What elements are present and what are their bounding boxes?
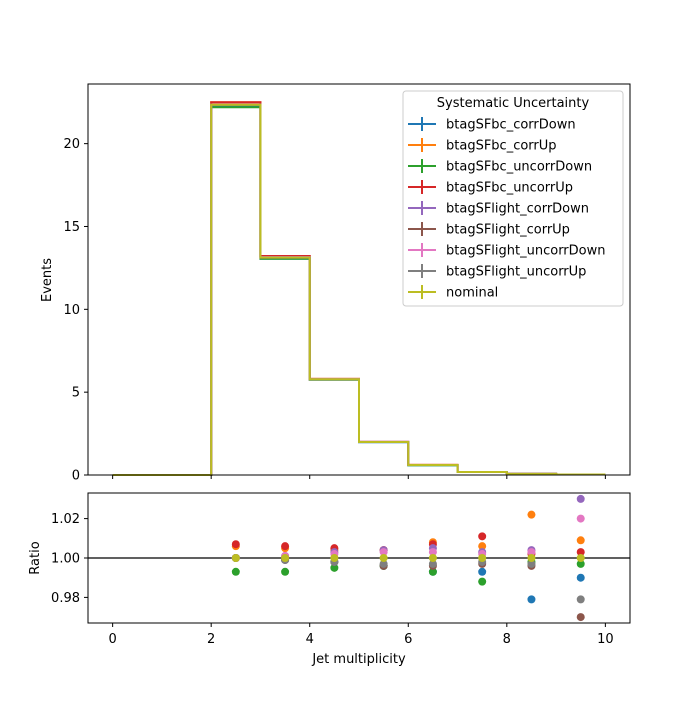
ratio-point-btagSFbc_uncorrDown [330, 563, 339, 572]
ratio-point-btagSFbc_uncorrUp [231, 540, 240, 549]
ratio-point-btagSFlight_uncorrUp [527, 559, 536, 568]
legend-label: btagSFbc_corrUp [446, 139, 557, 154]
ratio-point-btagSFbc_corrUp [478, 542, 487, 551]
bottom-x-tick-label: 8 [503, 632, 511, 647]
top-y-tick-label: 20 [63, 137, 80, 152]
bottom-x-tick-label: 0 [108, 632, 116, 647]
bottom-x-tick-label: 2 [207, 632, 215, 647]
ratio-point-nominal [478, 554, 487, 562]
top-y-tick-label: 0 [72, 469, 80, 484]
bottom-y-tick-label: 1.02 [51, 512, 80, 527]
legend-item-btagSFlight_corrDown: btagSFlight_corrDown [408, 201, 589, 217]
ratio-point-btagSFbc_uncorrUp [478, 532, 487, 541]
legend-label: btagSFbc_corrDown [446, 118, 576, 133]
top-y-tick-label: 10 [63, 303, 80, 318]
ratio-point-btagSFlight_uncorrUp [379, 559, 388, 568]
ratio-point-btagSFlight_corrUp [576, 613, 585, 622]
ratio-point-nominal [330, 554, 339, 562]
bottom-panel: 0.98 1.00 1.02 0 2 4 6 8 10 Ratio Jet multiplic… [28, 492, 631, 667]
ratio-point-btagSFbc_corrUp [527, 510, 536, 519]
ratio-point-btagSFlight_uncorrDown [576, 514, 585, 523]
bottom-x-tick-label: 10 [597, 632, 614, 647]
legend-box [402, 90, 624, 307]
legend-label: btagSFbc_uncorrDown [446, 160, 592, 175]
ratio-point-btagSFbc_uncorrDown [576, 559, 585, 568]
ratio-point-nominal [379, 554, 388, 562]
step-line-nominal [112, 103, 606, 476]
legend-item-nominal: nominal [408, 285, 498, 301]
ratio-point-btagSFlight_uncorrDown [379, 548, 388, 557]
legend-item-btagSFlight_corrUp: btagSFlight_corrUp [408, 222, 570, 238]
ratio-point-btagSFbc_uncorrDown [281, 567, 290, 576]
ratio-point-nominal [231, 554, 240, 562]
legend-item-btagSFlight_uncorrUp: btagSFlight_uncorrUp [408, 264, 586, 280]
ratio-point-btagSFlight_uncorrUp [576, 595, 585, 604]
bottom-x-tick-label: 4 [306, 632, 314, 647]
legend-item-btagSFlight_uncorrDown: btagSFlight_uncorrDown [408, 243, 606, 259]
legend-items: btagSFbc_corrDown btagSFbc_corrUp btagSFbc… [408, 117, 606, 301]
top-y-ticks: 0 5 10 15 20 [63, 137, 88, 484]
ratio-point-btagSFlight_uncorrUp [428, 559, 437, 568]
top-x-ticks [112, 475, 606, 479]
top-panel: 0 5 10 15 20 Events Systematic Uncertainty b… [40, 83, 631, 484]
bottom-x-ticks: 0 2 4 6 8 10 [108, 623, 614, 647]
ratio-point-nominal [428, 554, 437, 562]
bottom-y-tick-label: 0.98 [51, 591, 80, 606]
bottom-y-axis-label: Ratio [28, 541, 43, 574]
ratio-point-btagSFbc_uncorrUp [281, 542, 290, 551]
ratio-point-btagSFbc_corrDown [478, 567, 487, 576]
ratio-point-btagSFlight_uncorrDown [527, 548, 536, 557]
ratio-point-btagSFbc_corrDown [576, 573, 585, 582]
legend-item-btagSFbc_corrDown: btagSFbc_corrDown [408, 117, 576, 133]
ratio-point-btagSFbc_corrDown [527, 595, 536, 604]
top-plot-frame [87, 83, 631, 476]
legend-label: nominal [446, 286, 498, 301]
ratio-point-nominal [527, 554, 536, 562]
legend-label: btagSFlight_uncorrUp [446, 265, 586, 280]
legend-title: Systematic Uncertainty [437, 96, 590, 111]
ratio-point-btagSFbc_corrUp [576, 536, 585, 545]
legend: Systematic Uncertainty btagSFbc_corrDown… [402, 90, 624, 307]
ratio-point-btagSFbc_uncorrDown [478, 577, 487, 586]
legend-item-btagSFbc_uncorrDown: btagSFbc_uncorrDown [408, 159, 592, 175]
legend-label: btagSFlight_uncorrDown [446, 244, 606, 259]
ratio-point-btagSFlight_uncorrDown [428, 548, 437, 557]
ratio-points-layer [231, 494, 585, 622]
bottom-plot-frame [87, 492, 631, 624]
top-series-layer [112, 101, 606, 476]
top-y-tick-label: 5 [72, 386, 80, 401]
ratio-point-nominal [281, 554, 290, 562]
x-axis-label: Jet multiplicity [311, 652, 406, 667]
ratio-point-btagSFbc_uncorrDown [428, 567, 437, 576]
legend-label: btagSFlight_corrUp [446, 223, 570, 238]
legend-label: btagSFlight_corrDown [446, 202, 589, 217]
ratio-point-nominal [576, 554, 585, 562]
bottom-x-tick-label: 6 [404, 632, 412, 647]
ratio-point-btagSFlight_corrDown [576, 494, 585, 503]
ratio-point-btagSFbc_uncorrUp [576, 548, 585, 557]
top-y-tick-label: 15 [63, 220, 80, 235]
legend-item-btagSFbc_corrUp: btagSFbc_corrUp [408, 138, 557, 154]
legend-item-btagSFbc_uncorrUp: btagSFbc_uncorrUp [408, 180, 573, 196]
top-y-axis-label: Events [40, 258, 55, 302]
ratio-point-btagSFbc_uncorrDown [231, 567, 240, 576]
bottom-y-tick-label: 1.00 [51, 552, 80, 567]
bottom-y-ticks: 0.98 1.00 1.02 [51, 512, 88, 606]
legend-label: btagSFbc_uncorrUp [446, 181, 573, 196]
